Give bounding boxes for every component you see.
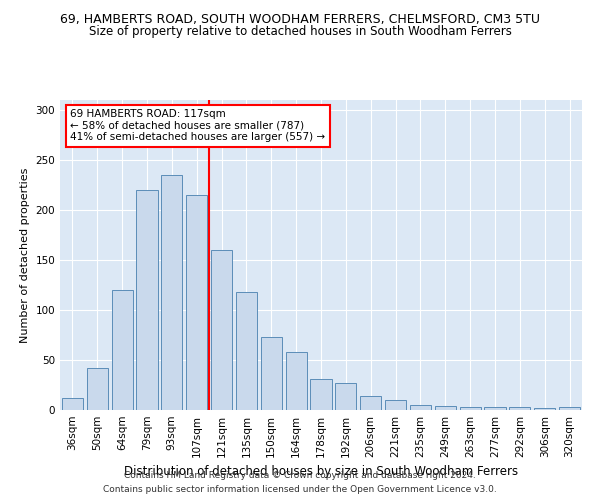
Bar bbox=[161, 175, 182, 410]
Bar bbox=[136, 190, 158, 410]
Bar bbox=[310, 379, 332, 410]
X-axis label: Distribution of detached houses by size in South Woodham Ferrers: Distribution of detached houses by size … bbox=[124, 466, 518, 478]
Bar bbox=[360, 396, 381, 410]
Bar bbox=[435, 406, 456, 410]
Bar bbox=[236, 292, 257, 410]
Bar bbox=[286, 352, 307, 410]
Bar bbox=[261, 337, 282, 410]
Bar bbox=[509, 407, 530, 410]
Bar bbox=[534, 408, 555, 410]
Bar bbox=[62, 398, 83, 410]
Bar bbox=[410, 405, 431, 410]
Text: Contains public sector information licensed under the Open Government Licence v3: Contains public sector information licen… bbox=[103, 484, 497, 494]
Bar bbox=[335, 383, 356, 410]
Bar bbox=[385, 400, 406, 410]
Text: Contains HM Land Registry data © Crown copyright and database right 2024.: Contains HM Land Registry data © Crown c… bbox=[124, 472, 476, 480]
Bar bbox=[112, 290, 133, 410]
Y-axis label: Number of detached properties: Number of detached properties bbox=[20, 168, 30, 342]
Text: Size of property relative to detached houses in South Woodham Ferrers: Size of property relative to detached ho… bbox=[89, 25, 511, 38]
Bar bbox=[87, 368, 108, 410]
Text: 69 HAMBERTS ROAD: 117sqm
← 58% of detached houses are smaller (787)
41% of semi-: 69 HAMBERTS ROAD: 117sqm ← 58% of detach… bbox=[70, 110, 326, 142]
Bar bbox=[186, 195, 207, 410]
Bar bbox=[211, 250, 232, 410]
Bar bbox=[559, 407, 580, 410]
Bar bbox=[484, 407, 506, 410]
Text: 69, HAMBERTS ROAD, SOUTH WOODHAM FERRERS, CHELMSFORD, CM3 5TU: 69, HAMBERTS ROAD, SOUTH WOODHAM FERRERS… bbox=[60, 12, 540, 26]
Bar bbox=[460, 407, 481, 410]
